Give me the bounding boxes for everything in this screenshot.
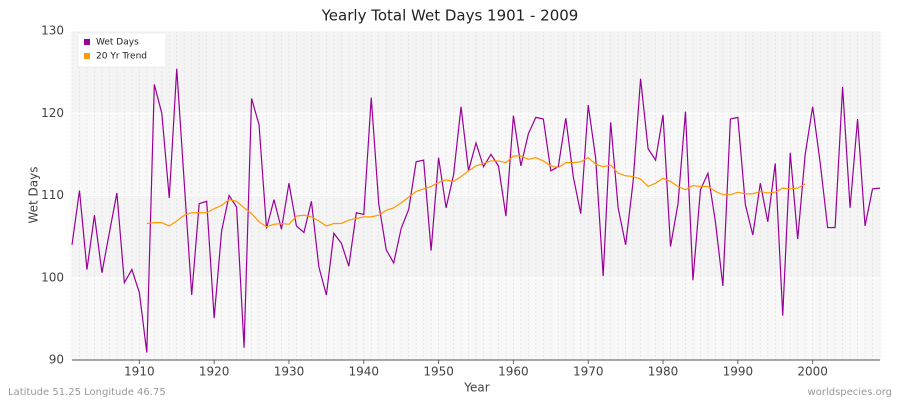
y-axis-label: Wet Days: [27, 166, 41, 223]
x-tick-label: 1980: [648, 365, 679, 379]
y-tick-label: 130: [41, 24, 64, 38]
x-tick-label: 1910: [124, 365, 155, 379]
y-tick-label: 90: [49, 353, 64, 367]
x-tick-label: 1960: [498, 365, 529, 379]
legend-label: 20 Yr Trend: [96, 52, 147, 62]
y-tick-label: 100: [41, 270, 64, 284]
x-tick-label: 1970: [573, 365, 604, 379]
legend-swatch: [84, 39, 90, 45]
chart-title: Yearly Total Wet Days 1901 - 2009: [321, 7, 579, 25]
x-tick-label: 1950: [423, 365, 454, 379]
x-tick-label: 1920: [199, 365, 230, 379]
legend-box: [77, 32, 167, 68]
x-tick-label: 1940: [349, 365, 380, 379]
footer-right: worldspecies.org: [808, 387, 892, 398]
x-tick-label: 1990: [723, 365, 754, 379]
x-axis-label: Year: [463, 381, 489, 395]
legend-label: Wet Days: [96, 38, 139, 48]
x-tick-label: 2000: [797, 365, 828, 379]
data-line: [146, 155, 806, 228]
legend-swatch: [84, 53, 90, 59]
grid-band: [72, 113, 880, 196]
y-tick-label: 110: [41, 188, 64, 202]
y-tick-label: 120: [41, 106, 64, 120]
data-line: [71, 68, 881, 353]
footer-left: Latitude 51.25 Longitude 46.75: [8, 387, 166, 398]
x-tick-label: 1930: [274, 365, 305, 379]
